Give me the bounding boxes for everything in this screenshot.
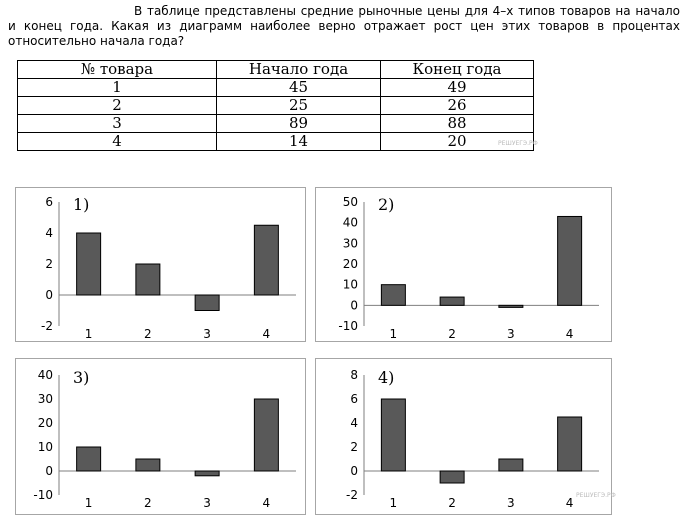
y-tick-label: 6 [350, 392, 358, 406]
chart-option-4: -2 0 2 4 6 8 1 2 3 4 4) [315, 358, 612, 515]
y-tick-label: 0 [45, 288, 53, 302]
x-tick-label: 2 [448, 496, 456, 510]
y-tick-label: 30 [343, 236, 358, 250]
bar [253, 398, 279, 472]
table-cell: 1 [17, 78, 217, 97]
table-cell: 49 [380, 78, 534, 97]
bar [380, 398, 406, 472]
chart-option-label: 3) [73, 368, 89, 387]
table-cell: 20 [380, 132, 534, 151]
chart-svg-1: -2 0 2 4 6 1 2 3 4 1) [41, 195, 296, 341]
chart-svg-4: -2 0 2 4 6 8 1 2 3 4 4) [346, 368, 599, 510]
bar [135, 458, 161, 472]
y-tick-label: 50 [343, 195, 358, 209]
y-tick-label: 4 [45, 226, 53, 240]
chart-svg-2: -10 0 10 20 30 40 50 1 2 3 4 2) [338, 195, 599, 341]
y-tick-label: 10 [343, 278, 358, 292]
y-tick-label: 0 [350, 464, 358, 478]
y-tick-label: 40 [343, 216, 358, 230]
x-tick-label: 4 [263, 327, 271, 341]
x-tick-label: 2 [144, 327, 152, 341]
bar [498, 304, 524, 308]
table-cell: 3 [17, 114, 217, 133]
bar [380, 284, 406, 306]
y-tick-label: 6 [45, 195, 53, 209]
bar [76, 446, 102, 472]
bar [253, 224, 279, 296]
y-tick-label: 0 [45, 464, 53, 478]
y-tick-label: 2 [350, 440, 358, 454]
x-tick-label: 2 [448, 327, 456, 341]
y-tick-label: 10 [38, 440, 53, 454]
prices-table: № товара Начало года Конец года 1 45 49 … [17, 60, 534, 151]
x-tick-label: 1 [390, 496, 398, 510]
table-row: 3 89 88 [17, 114, 534, 133]
column-header-end-of-year: Конец года [380, 60, 534, 79]
bar [557, 416, 583, 472]
chart-option-label: 4) [378, 368, 394, 387]
y-tick-label: -10 [338, 319, 358, 333]
y-tick-label: 2 [45, 257, 53, 271]
bar [498, 458, 524, 472]
y-tick-label: -2 [41, 319, 53, 333]
x-tick-label: 3 [203, 327, 211, 341]
bar [439, 296, 465, 306]
y-tick-label: 0 [350, 298, 358, 312]
chart-option-3: -10 0 10 20 30 40 1 2 3 4 3) [15, 358, 306, 515]
table-cell: 4 [17, 132, 217, 151]
x-tick-label: 3 [507, 496, 515, 510]
bar [194, 470, 220, 477]
table-cell: 25 [216, 96, 381, 115]
x-tick-label: 3 [203, 496, 211, 510]
chart-option-2: -10 0 10 20 30 40 50 1 2 3 4 2) [315, 187, 612, 342]
chart-option-label: 2) [378, 195, 394, 214]
x-tick-label: 4 [566, 496, 574, 510]
y-tick-label: 40 [38, 368, 53, 382]
bar [76, 232, 102, 296]
y-tick-label: 8 [350, 368, 358, 382]
table-cell: 89 [216, 114, 381, 133]
chart-svg-3: -10 0 10 20 30 40 1 2 3 4 3) [33, 368, 296, 510]
bar [194, 294, 220, 311]
bar [557, 215, 583, 306]
table-header-row: № товара Начало года Конец года [17, 60, 534, 79]
x-tick-label: 4 [566, 327, 574, 341]
x-tick-label: 1 [390, 327, 398, 341]
x-tick-label: 2 [144, 496, 152, 510]
column-header-item-number: № товара [17, 60, 217, 79]
table-cell: 2 [17, 96, 217, 115]
x-tick-label: 3 [507, 327, 515, 341]
bar [135, 263, 161, 296]
table-cell: 45 [216, 78, 381, 97]
table-cell: 14 [216, 132, 381, 151]
chart-option-label: 1) [73, 195, 89, 214]
bar [439, 470, 465, 484]
question-text: В таблице представлены средние рыночные … [8, 4, 680, 48]
x-tick-label: 4 [263, 496, 271, 510]
y-tick-label: 4 [350, 416, 358, 430]
table-cell: 26 [380, 96, 534, 115]
chart-option-1: -2 0 2 4 6 1 2 3 4 1) [15, 187, 306, 342]
watermark: РЕШУЕГЭ.РФ [576, 492, 616, 499]
watermark: РЕШУЕГЭ.РФ [498, 140, 538, 147]
column-header-start-of-year: Начало года [216, 60, 381, 79]
y-tick-label: 20 [38, 416, 53, 430]
table-row: 2 25 26 [17, 96, 534, 115]
table-cell: 88 [380, 114, 534, 133]
y-tick-label: 30 [38, 392, 53, 406]
table-row: 4 14 20 [17, 132, 534, 151]
y-tick-label: -2 [346, 488, 358, 502]
y-tick-label: 20 [343, 257, 358, 271]
x-tick-label: 1 [85, 496, 93, 510]
table-row: 1 45 49 [17, 78, 534, 97]
x-tick-label: 1 [85, 327, 93, 341]
y-tick-label: -10 [33, 488, 53, 502]
